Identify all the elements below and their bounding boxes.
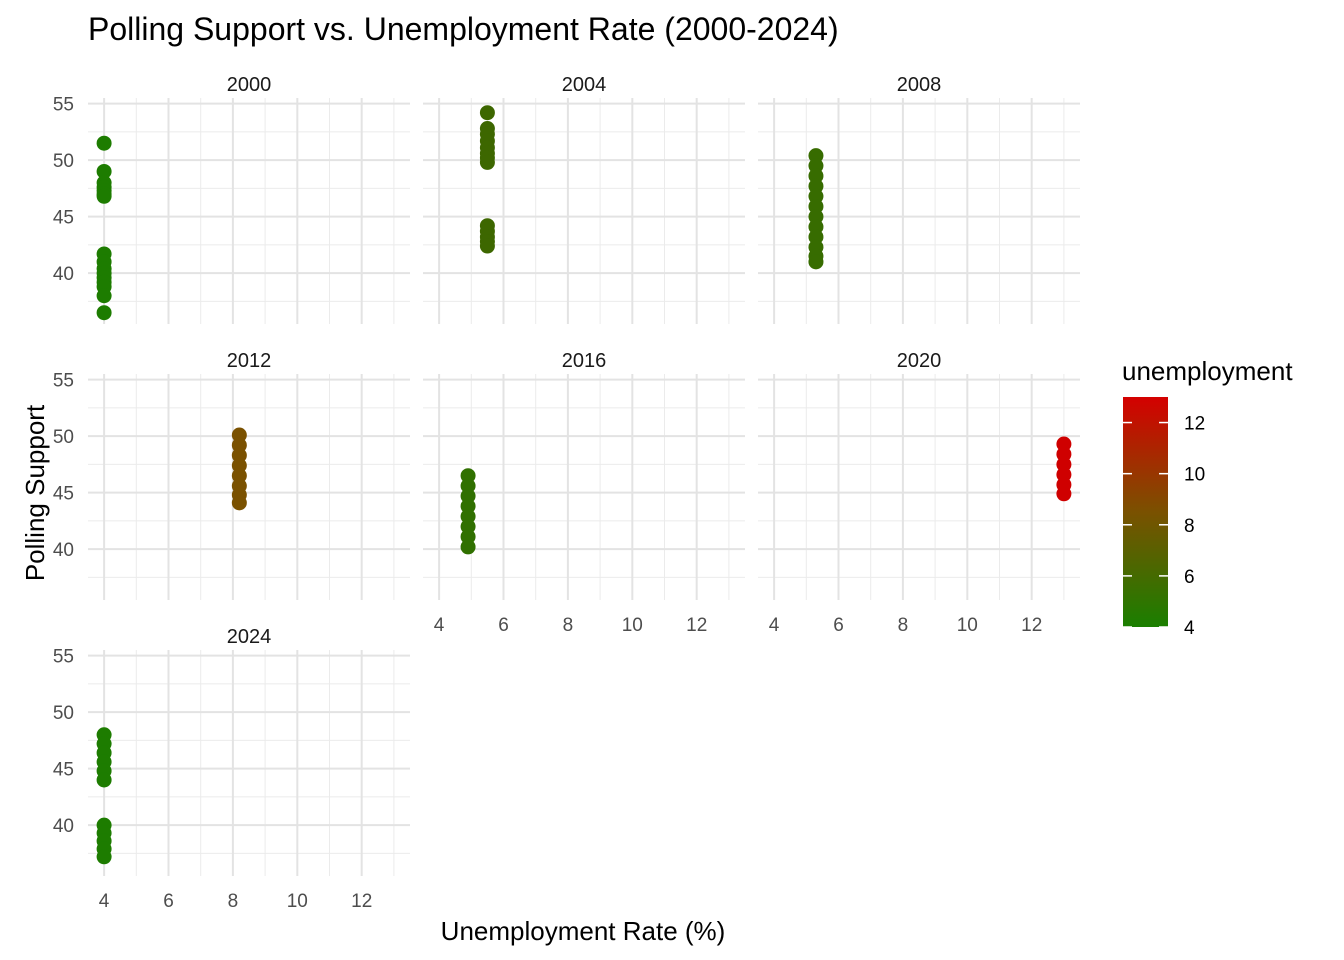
data-point (96, 849, 112, 865)
facet-label: 2012 (227, 350, 272, 372)
data-point (96, 188, 112, 204)
facet-panel-2008: 2008 (758, 74, 1080, 324)
data-point (96, 305, 112, 321)
x-tick-label: 4 (99, 891, 110, 912)
x-tick-label: 10 (622, 615, 643, 636)
facet-label: 2020 (897, 350, 942, 372)
x-tick-label: 8 (898, 615, 909, 636)
facet-label: 2024 (227, 626, 272, 648)
facet-panel-2012: 2012 40 45 50 55 (53, 350, 410, 600)
x-tick-label: 12 (686, 615, 707, 636)
facet-panel-2016: 2016 4 6 8 10 12 (423, 350, 745, 636)
y-tick-label: 45 (53, 484, 74, 505)
y-axis-title: Polling Support (20, 404, 50, 581)
y-tick-label: 55 (53, 371, 74, 392)
y-tick-label: 45 (53, 208, 74, 229)
x-tick-label: 12 (351, 891, 372, 912)
data-point (231, 495, 247, 511)
x-tick-label: 4 (769, 615, 780, 636)
facet-label: 2016 (562, 350, 607, 372)
legend-tick-label: 6 (1184, 567, 1195, 588)
x-tick-label: 10 (957, 615, 978, 636)
y-tick-label: 50 (53, 151, 74, 172)
facet-panel-2024: 2024 40 45 50 55 4 6 8 10 12 (53, 626, 410, 912)
data-point (96, 288, 112, 304)
facet-label: 2000 (227, 74, 272, 96)
data-point (479, 238, 495, 254)
chart-title: Polling Support vs. Unemployment Rate (2… (88, 11, 839, 47)
data-point (96, 135, 112, 151)
y-tick-label: 50 (53, 703, 74, 724)
y-tick-label: 55 (53, 95, 74, 116)
facet-panel-2000: 2000 40 45 50 55 (53, 74, 410, 324)
x-tick-label: 4 (434, 615, 445, 636)
legend-tick-label: 12 (1184, 414, 1205, 435)
legend-tick-label: 4 (1184, 618, 1195, 639)
facet-panel-2020: 2020 4 6 8 10 12 (758, 350, 1080, 636)
y-tick-label: 40 (53, 816, 74, 837)
legend-ticks: 4 6 8 10 12 (1123, 414, 1205, 639)
y-tick-label: 55 (53, 647, 74, 668)
facet-panel-2004: 2004 (423, 74, 745, 324)
data-point (96, 163, 112, 179)
x-tick-label: 12 (1021, 615, 1042, 636)
legend-tick-label: 10 (1184, 465, 1205, 486)
legend-colorbar (1123, 397, 1168, 627)
x-tick-label: 6 (498, 615, 509, 636)
x-tick-label: 10 (287, 891, 308, 912)
y-tick-label: 50 (53, 427, 74, 448)
y-tick-label: 40 (53, 540, 74, 561)
data-point (96, 772, 112, 788)
facet-label: 2004 (562, 74, 607, 96)
legend-title: unemployment (1122, 356, 1293, 386)
x-axis-title: Unemployment Rate (%) (441, 916, 726, 946)
x-tick-label: 6 (833, 615, 844, 636)
y-tick-label: 40 (53, 264, 74, 285)
y-tick-label: 45 (53, 760, 74, 781)
legend-tick-label: 8 (1184, 516, 1195, 537)
data-point (808, 254, 824, 270)
facet-label: 2008 (897, 74, 942, 96)
color-legend: unemployment 4 6 8 10 12 (1122, 356, 1293, 639)
data-point (460, 539, 476, 555)
data-point (479, 105, 495, 121)
facet-panels: 2000 40 45 50 55 2004 2008 2012 40 45 50 55 2016 4 6 8 1… (53, 74, 1080, 912)
x-tick-label: 8 (563, 615, 574, 636)
data-point (479, 154, 495, 170)
data-point (1056, 486, 1072, 502)
x-tick-label: 8 (228, 891, 239, 912)
x-tick-label: 6 (163, 891, 174, 912)
